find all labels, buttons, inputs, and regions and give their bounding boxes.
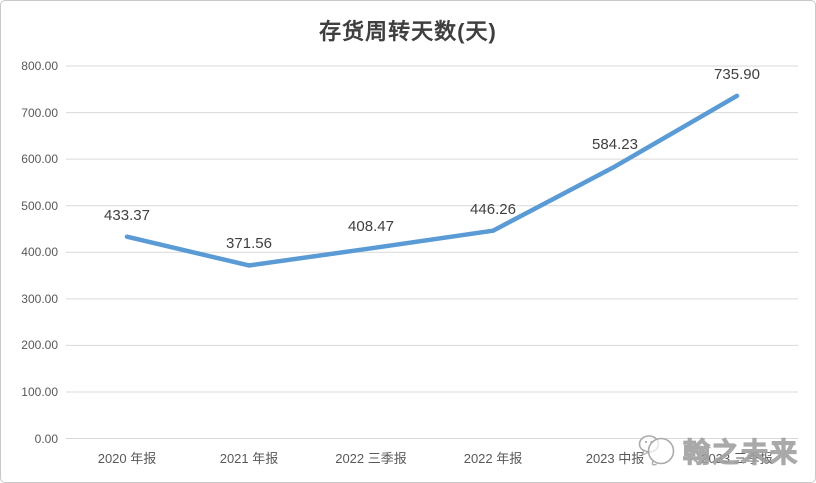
series-line [124, 93, 740, 268]
data-point-label: 433.37 [104, 206, 150, 224]
x-tick-label: 2023 中报 [585, 451, 645, 466]
y-tick-label: 300.00 [21, 291, 58, 306]
y-tick-label: 400.00 [21, 245, 58, 260]
x-tick-label: 2020 年报 [97, 451, 157, 466]
y-tick-label: 100.00 [21, 384, 58, 399]
x-tick-label: 2022 三季报 [335, 451, 407, 466]
y-tick-label: 0.00 [34, 431, 58, 446]
data-point-label: 446.26 [470, 200, 516, 218]
data-point-label: 735.90 [714, 65, 760, 83]
x-tick-label: 2022 年报 [463, 451, 523, 466]
chart-title: 存货周转天数(天) [319, 19, 497, 44]
y-tick-label: 500.00 [21, 198, 58, 213]
x-tick-label: 2023 三季报 [701, 451, 773, 466]
data-point-label: 371.56 [226, 235, 272, 253]
y-tick-label: 800.00 [21, 59, 58, 73]
data-point-label: 584.23 [592, 136, 638, 154]
data-point-label: 408.47 [348, 218, 394, 236]
y-tick-label: 200.00 [21, 338, 58, 353]
x-tick-label: 2021 年报 [219, 451, 279, 466]
y-tick-label: 600.00 [21, 152, 58, 167]
y-tick-label: 700.00 [21, 105, 58, 120]
